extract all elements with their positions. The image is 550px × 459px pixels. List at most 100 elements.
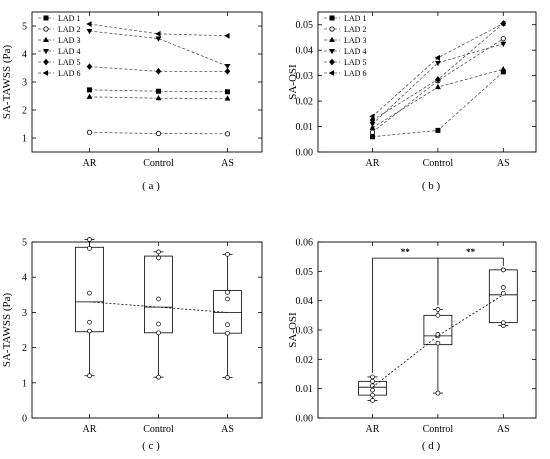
panel-label: ( b ) [422,180,441,192]
y-tick-label: 0.00 [296,414,314,425]
marker-2 [224,63,231,70]
y-axis-title: SA-OSI [287,64,299,100]
marker-1 [434,60,441,67]
series-line [89,89,228,93]
data-point [435,312,441,318]
legend: LAD 1 LAD 2 LAD 3 LAD 4 LAD 5 LAD 6 [38,14,80,78]
marker-5 [328,70,335,76]
y-tick-label: 2 [22,106,27,117]
data-point [370,374,375,380]
box-as [488,267,518,328]
marker-0 [86,93,93,99]
marker-0 [329,15,335,21]
data-point [156,249,161,255]
panel-c: 0 1 2 3 4 5 AR Control AS SA-TAWSS (Pa) ( c ) [1,237,263,452]
data-point [370,378,375,384]
x-tick-label: Control [143,158,174,169]
data-point [156,255,161,261]
y-tick-label: 4 [22,273,27,284]
data-point [435,307,441,312]
x-tick-label: AR [366,424,380,435]
marker-2 [224,68,231,75]
y-axis-title: SA-TAWSS (Pa) [1,45,13,120]
marker-1 [43,26,49,32]
series-line [372,23,504,117]
marker-0 [370,134,375,140]
marker-0 [43,15,49,21]
data-point [87,328,92,334]
median-trend-line [89,301,228,313]
marker-2 [500,66,507,72]
data-point [225,330,230,336]
marker-2 [43,36,49,43]
data-point [156,330,161,336]
data-point [156,321,161,327]
data-point [225,289,230,295]
series-lad-2 [369,36,506,135]
data-point [156,374,161,380]
marker-0 [86,63,93,70]
marker-1 [155,68,162,75]
y-tick-label: 0.00 [296,148,314,159]
box-iqr [423,314,453,346]
significance-label: ** [466,247,476,257]
marker-0 [86,28,93,35]
marker-3 [329,48,335,55]
y-tick-label: 0.04 [296,296,314,307]
series-line [89,132,228,135]
y-tick-label: 0.03 [296,326,314,337]
data-point [87,319,92,325]
marker-2 [225,89,230,95]
y-tick-label: 3 [22,78,27,89]
marker-0 [369,129,376,135]
y-tick-label: 2 [22,343,27,354]
y-tick-label: 0.03 [296,71,314,82]
series-lad-5 [369,20,507,124]
marker-3 [43,48,49,55]
legend-label: LAD 3 [58,36,80,45]
plot-frame [31,241,263,419]
series-line [89,96,228,99]
x-tick-label: AS [221,158,234,169]
data-point [500,290,506,296]
data-point [435,390,441,396]
significance-bracket: ** [372,247,439,373]
y-tick-label: 0.05 [296,20,314,31]
x-tick-label: AR [83,424,97,435]
panel-label: ( c ) [142,440,160,452]
data-point [225,375,230,380]
plot-frame [317,11,537,153]
box-as [213,251,242,380]
data-point [500,320,506,326]
marker-2 [224,131,231,137]
y-tick-label: 0.02 [296,97,314,108]
x-tick-label: AR [83,158,97,169]
x-tick-label: Control [423,158,454,169]
x-tick-label: Control [143,424,174,435]
series-line [89,66,228,72]
series-lad-2 [86,129,231,137]
panel-label: ( d ) [422,440,441,452]
series-lad-6 [86,21,230,39]
data-point [500,267,506,273]
box-ar [75,237,104,379]
legend-label: LAD 2 [58,25,80,34]
data-point [87,237,92,242]
y-tick-label: 0 [22,414,27,425]
marker-1 [434,54,440,61]
data-point [370,392,375,398]
marker-1 [435,127,441,133]
x-tick-label: AR [366,158,380,169]
marker-1 [156,88,161,94]
legend-label: LAD 5 [344,58,366,67]
marker-2 [500,20,506,27]
box-iqr [144,255,173,334]
series-lad-4 [369,41,507,128]
marker-4 [43,58,49,66]
box-control [144,249,173,380]
box-iqr [75,246,104,333]
marker-1 [155,94,162,101]
panel-label: ( a ) [142,180,160,192]
